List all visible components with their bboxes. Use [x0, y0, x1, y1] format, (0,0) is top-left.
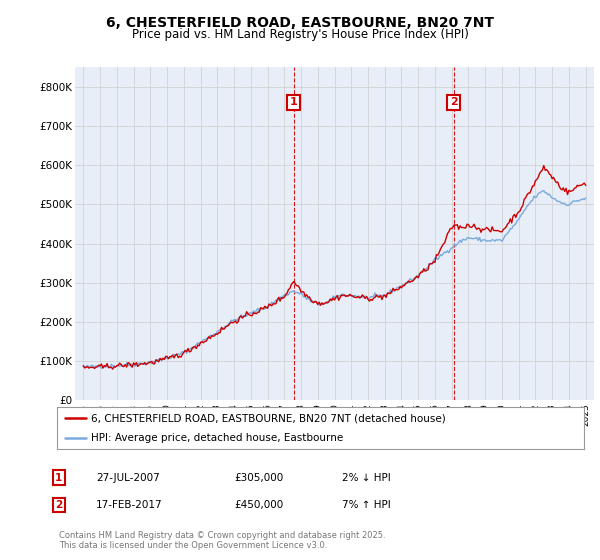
- Text: 7% ↑ HPI: 7% ↑ HPI: [342, 500, 391, 510]
- Text: HPI: Average price, detached house, Eastbourne: HPI: Average price, detached house, East…: [91, 433, 343, 443]
- Text: 2: 2: [55, 500, 62, 510]
- Text: 2: 2: [450, 97, 458, 108]
- Text: 1: 1: [55, 473, 62, 483]
- Text: 2% ↓ HPI: 2% ↓ HPI: [342, 473, 391, 483]
- Text: 1: 1: [290, 97, 298, 108]
- Text: £305,000: £305,000: [234, 473, 283, 483]
- Text: 27-JUL-2007: 27-JUL-2007: [96, 473, 160, 483]
- Text: Contains HM Land Registry data © Crown copyright and database right 2025.
This d: Contains HM Land Registry data © Crown c…: [59, 530, 385, 550]
- Text: Price paid vs. HM Land Registry's House Price Index (HPI): Price paid vs. HM Land Registry's House …: [131, 28, 469, 41]
- Text: 6, CHESTERFIELD ROAD, EASTBOURNE, BN20 7NT: 6, CHESTERFIELD ROAD, EASTBOURNE, BN20 7…: [106, 16, 494, 30]
- Text: 6, CHESTERFIELD ROAD, EASTBOURNE, BN20 7NT (detached house): 6, CHESTERFIELD ROAD, EASTBOURNE, BN20 7…: [91, 413, 446, 423]
- Text: 17-FEB-2017: 17-FEB-2017: [96, 500, 163, 510]
- Text: £450,000: £450,000: [234, 500, 283, 510]
